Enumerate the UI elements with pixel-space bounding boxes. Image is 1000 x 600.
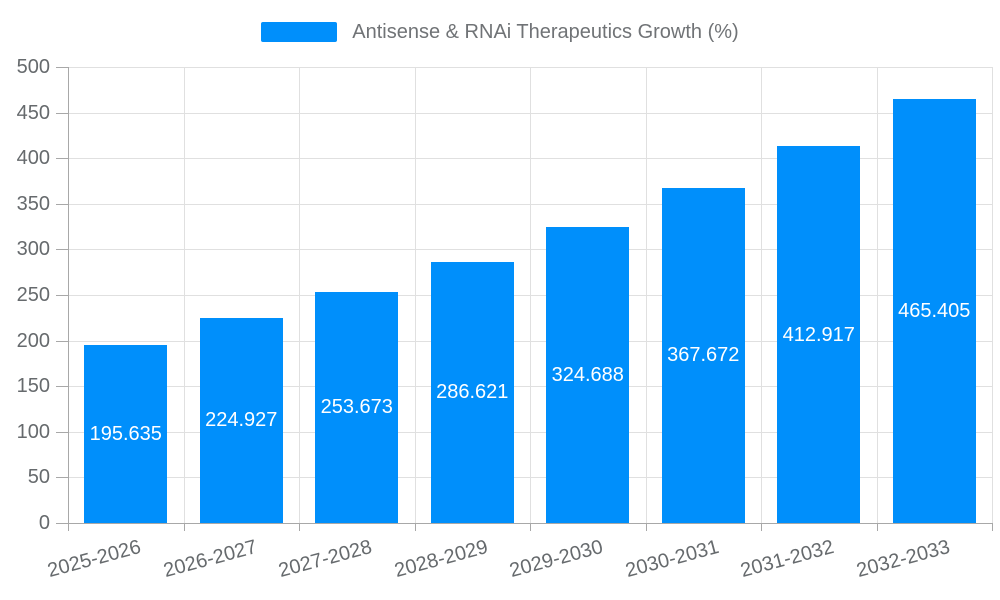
x-axis-tick-label: 2027-2028: [276, 536, 375, 583]
y-axis-tick-label: 350: [16, 192, 50, 215]
y-axis-tick: [56, 112, 68, 114]
gridline-vertical: [645, 67, 647, 523]
bar[interactable]: [546, 226, 630, 523]
bar[interactable]: [84, 344, 168, 523]
bar[interactable]: [892, 98, 976, 523]
gridline-vertical: [183, 67, 185, 523]
gridline-vertical: [530, 67, 531, 523]
chart-legend: Antisense & RNAi Therapeutics Growth (%): [0, 18, 1000, 46]
x-axis-tick: [414, 523, 416, 531]
y-axis-tick-label: 100: [16, 420, 50, 443]
x-axis-tick: [68, 523, 69, 531]
x-axis-tick-label: 2031-2032: [738, 536, 837, 583]
y-axis-tick-label: 50: [27, 466, 50, 489]
y-axis-tick: [56, 249, 68, 251]
y-axis-tick: [56, 295, 68, 296]
y-axis-tick-label: 400: [16, 147, 50, 170]
bar-value-label: 224.927: [205, 409, 278, 432]
y-axis-tick-label: 250: [16, 284, 50, 306]
y-axis-tick: [56, 158, 68, 160]
bar[interactable]: [315, 291, 399, 523]
y-axis-tick: [56, 340, 68, 342]
bar-value-label: 324.688: [551, 363, 624, 386]
x-axis-tick: [183, 523, 185, 531]
bar[interactable]: [661, 187, 745, 523]
y-axis-tick: [56, 386, 68, 388]
x-axis-tick-label: 2026-2027: [160, 536, 259, 583]
y-axis-tick: [56, 477, 68, 479]
y-axis-tick: [56, 67, 68, 68]
gridline-vertical: [761, 67, 762, 523]
y-axis-tick-label: 450: [16, 101, 50, 124]
x-axis-tick: [761, 523, 762, 531]
y-axis-tick-label: 0: [38, 512, 50, 534]
bar-value-label: 253.673: [320, 396, 393, 419]
legend-color-marker: [261, 22, 338, 42]
x-axis-tick: [530, 523, 531, 531]
x-axis-tick-label: 2030-2031: [622, 536, 721, 583]
x-axis-tick-label: 2029-2030: [507, 536, 606, 583]
bar-value-label: 367.672: [667, 344, 740, 367]
y-axis-tick-label: 200: [16, 329, 50, 352]
x-axis-tick: [299, 523, 300, 531]
gridline-vertical: [992, 67, 993, 523]
y-axis-line: [68, 67, 69, 523]
gridline-vertical: [299, 67, 300, 523]
legend-label: Antisense & RNAi Therapeutics Growth (%): [352, 20, 739, 43]
bar[interactable]: [430, 261, 514, 523]
bar[interactable]: [199, 317, 283, 523]
bar[interactable]: [777, 146, 861, 523]
legend-item[interactable]: Antisense & RNAi Therapeutics Growth (%): [261, 20, 739, 44]
bar-value-label: 412.917: [782, 323, 855, 346]
y-axis-tick-label: 500: [16, 56, 50, 78]
y-axis-tick: [56, 431, 68, 433]
x-axis-tick-label: 2032-2033: [853, 536, 952, 583]
y-axis-tick-label: 150: [16, 375, 50, 398]
bar-value-label: 195.635: [89, 422, 162, 445]
y-axis-tick: [56, 203, 68, 205]
x-axis-tick-label: 2028-2029: [391, 536, 490, 583]
x-axis-tick: [992, 523, 993, 531]
gridline-vertical: [414, 67, 416, 523]
gridline-vertical: [876, 67, 878, 523]
bar-value-label: 465.405: [898, 299, 971, 322]
x-axis-line: [56, 523, 992, 524]
y-axis-tick-label: 300: [16, 238, 50, 261]
x-axis-tick: [645, 523, 647, 531]
x-axis-tick: [876, 523, 878, 531]
x-axis-tick-label: 2025-2026: [45, 536, 144, 583]
bar-value-label: 286.621: [436, 381, 509, 404]
